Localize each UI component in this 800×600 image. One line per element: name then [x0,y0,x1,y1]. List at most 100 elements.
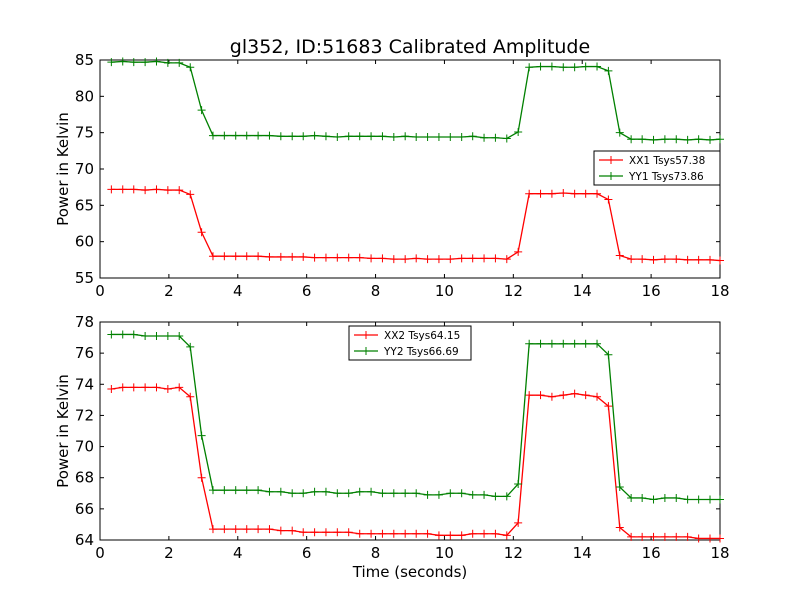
data-point-marker [401,529,410,538]
data-point-marker [367,529,376,538]
data-point-marker [276,132,285,141]
data-point-marker [446,255,455,264]
data-point-marker [299,489,308,498]
data-point-marker [672,255,681,264]
data-point-marker [310,253,319,262]
data-point-marker [321,528,330,537]
data-point-marker [186,342,195,351]
data-point-marker [276,526,285,535]
data-point-marker [615,251,624,260]
data-point-marker [333,253,342,262]
data-point-marker [129,330,138,339]
x-tick-label: 12 [504,282,523,300]
legend-box [348,325,472,361]
data-point-marker [412,133,421,142]
x-tick-label: 0 [95,282,105,300]
data-point-marker [423,529,432,538]
data-point-marker [457,531,466,540]
data-point-marker [254,486,263,495]
data-point-marker [694,495,703,504]
y-tick-label: 65 [75,196,94,214]
data-point-marker [265,487,274,496]
data-point-marker [355,529,364,538]
y-tick-label: 66 [75,500,94,518]
data-point-marker [175,383,184,392]
data-point-marker [367,487,376,496]
data-point-marker [525,189,534,198]
data-point-marker [175,186,184,195]
data-point-marker [299,528,308,537]
x-tick-label: 14 [573,544,592,562]
data-point-marker [141,332,150,341]
data-point-marker [604,195,613,204]
x-tick-label: 4 [233,544,243,562]
data-point-marker [186,190,195,199]
y-tick-label: 72 [75,406,94,424]
data-point-marker [310,131,319,140]
y-tick-label: 60 [75,233,94,251]
data-point-marker [514,479,523,488]
x-tick-label: 16 [642,544,661,562]
data-point-marker [175,332,184,341]
y-tick-label: 55 [75,269,94,287]
data-point-marker [378,254,387,263]
data-point-marker [401,132,410,141]
y-tick-label: 68 [75,469,94,487]
data-point-marker [716,135,724,144]
data-point-marker [163,332,172,341]
data-point-marker [706,534,715,543]
data-point-marker [378,489,387,498]
data-point-marker [220,486,229,495]
data-point-marker [559,339,568,348]
data-point-marker [299,252,308,261]
data-point-marker [141,58,150,67]
data-point-marker [559,63,568,72]
data-point-marker [197,228,206,237]
data-point-marker [107,330,116,339]
data-point-marker [254,252,263,261]
data-point-marker [491,133,500,142]
data-point-marker [412,529,421,538]
plot-frame [99,321,721,541]
data-point-marker [627,493,636,502]
data-point-marker [694,135,703,144]
x-tick-label: 18 [710,544,729,562]
data-point-marker [367,132,376,141]
data-point-marker [152,332,161,341]
data-point-marker [378,132,387,141]
data-point-marker [536,189,545,198]
data-point-marker [716,256,724,265]
data-point-marker [333,528,342,537]
data-point-marker [434,133,443,142]
y-tick-label: 85 [75,51,94,69]
x-tick-label: 8 [371,544,381,562]
y-tick-label: 75 [75,124,94,142]
data-point-marker [288,526,297,535]
data-point-marker [434,490,443,499]
data-point-marker [389,133,398,142]
data-point-marker [208,131,217,140]
data-point-marker [660,135,669,144]
data-point-marker [446,489,455,498]
x-tick-label: 10 [435,544,454,562]
data-point-marker [412,489,421,498]
data-point-marker [480,490,489,499]
data-point-marker [107,384,116,393]
legend-marker [362,347,370,355]
legend-label: YY2 Tsys66.69 [383,346,459,358]
y-tick-label: 70 [75,160,94,178]
data-point-marker [242,252,251,261]
data-point-marker [423,255,432,264]
x-tick-label: 10 [435,282,454,300]
data-point-marker [333,489,342,498]
data-point-marker [118,330,127,339]
data-point-marker [514,127,523,136]
data-point-marker [163,58,172,67]
data-point-marker [355,132,364,141]
data-point-marker [683,495,692,504]
data-point-marker [288,489,297,498]
data-point-marker [502,531,511,540]
data-point-marker [186,63,195,72]
data-point-marker [536,391,545,400]
data-point-marker [288,132,297,141]
